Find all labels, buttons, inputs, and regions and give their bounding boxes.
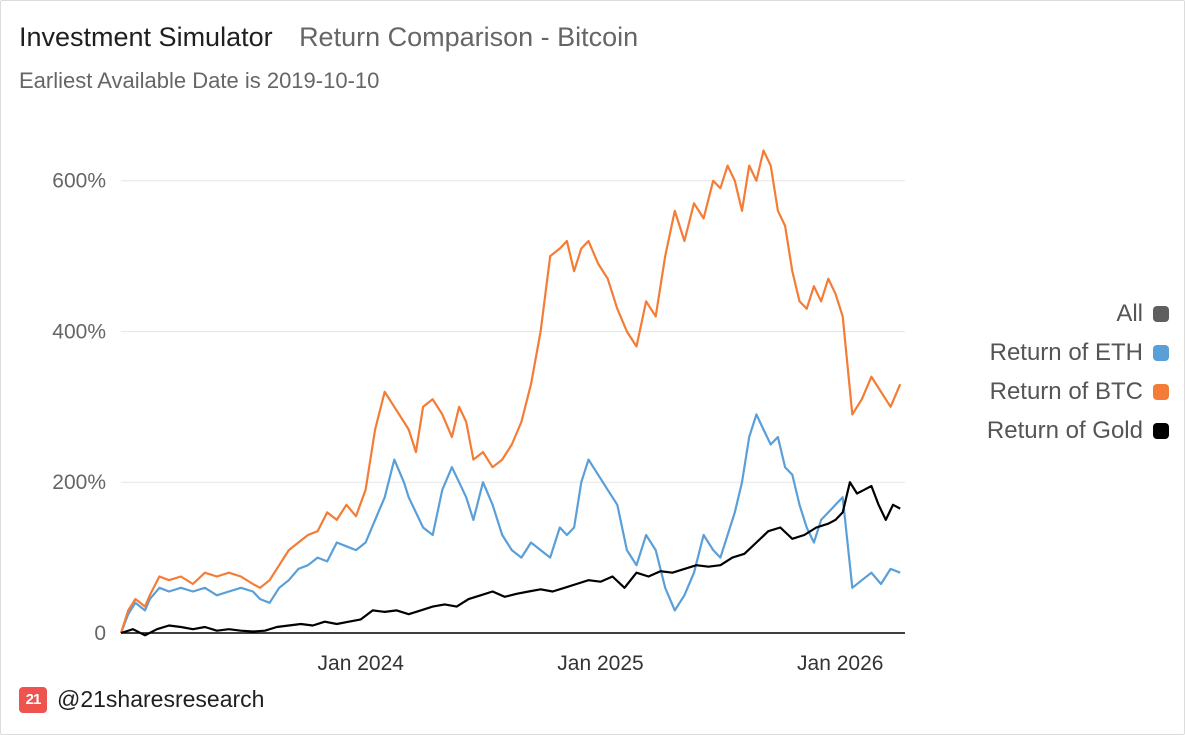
- x-tick-label: Jan 2024: [318, 652, 405, 675]
- legend-swatch: [1153, 422, 1169, 439]
- x-axis-ticks: Jan 2024 Jan 2025 Jan 2026: [318, 652, 884, 675]
- legend-label: Return of BTC: [989, 377, 1143, 405]
- brand-logo: 21: [19, 686, 47, 713]
- y-tick-label: 0: [94, 622, 106, 645]
- legend-item-all[interactable]: All: [987, 294, 1169, 333]
- legend-item-eth[interactable]: Return of ETH: [987, 333, 1169, 372]
- legend-swatch: [1153, 383, 1169, 400]
- legend-item-btc[interactable]: Return of BTC: [987, 372, 1169, 411]
- legend-label: Return of Gold: [986, 416, 1143, 444]
- y-axis-ticks: 0 200% 400% 600%: [52, 170, 106, 645]
- series-lines: [119, 149, 902, 637]
- series-line-return-of-btc: [119, 149, 902, 634]
- legend-swatch: [1153, 305, 1169, 322]
- brand-footer: 21 @21sharesresearch: [19, 686, 264, 713]
- brand-handle: @21sharesresearch: [57, 686, 265, 712]
- legend-item-gold[interactable]: Return of Gold: [987, 411, 1169, 450]
- chart-subtitle: Return Comparison - Bitcoin: [299, 22, 639, 52]
- legend-label: Return of ETH: [989, 338, 1143, 366]
- title-row: Investment Simulator Return Comparison -…: [19, 22, 638, 53]
- earliest-date-note: Earliest Available Date is 2019-10-10: [19, 68, 380, 93]
- y-tick-label: 400%: [52, 320, 106, 343]
- series-line-return-of-eth: [119, 413, 901, 634]
- x-tick-label: Jan 2026: [797, 652, 883, 675]
- legend-swatch: [1153, 344, 1169, 361]
- legend: All Return of ETH Return of BTC Return o…: [987, 294, 1169, 450]
- y-tick-label: 600%: [52, 170, 106, 193]
- grid-lines: [121, 180, 905, 483]
- page-title: Investment Simulator: [19, 22, 273, 52]
- y-tick-label: 200%: [52, 471, 106, 494]
- series-line-return-of-gold: [120, 481, 901, 637]
- legend-label: All: [1116, 299, 1143, 327]
- x-tick-label: Jan 2025: [557, 652, 643, 675]
